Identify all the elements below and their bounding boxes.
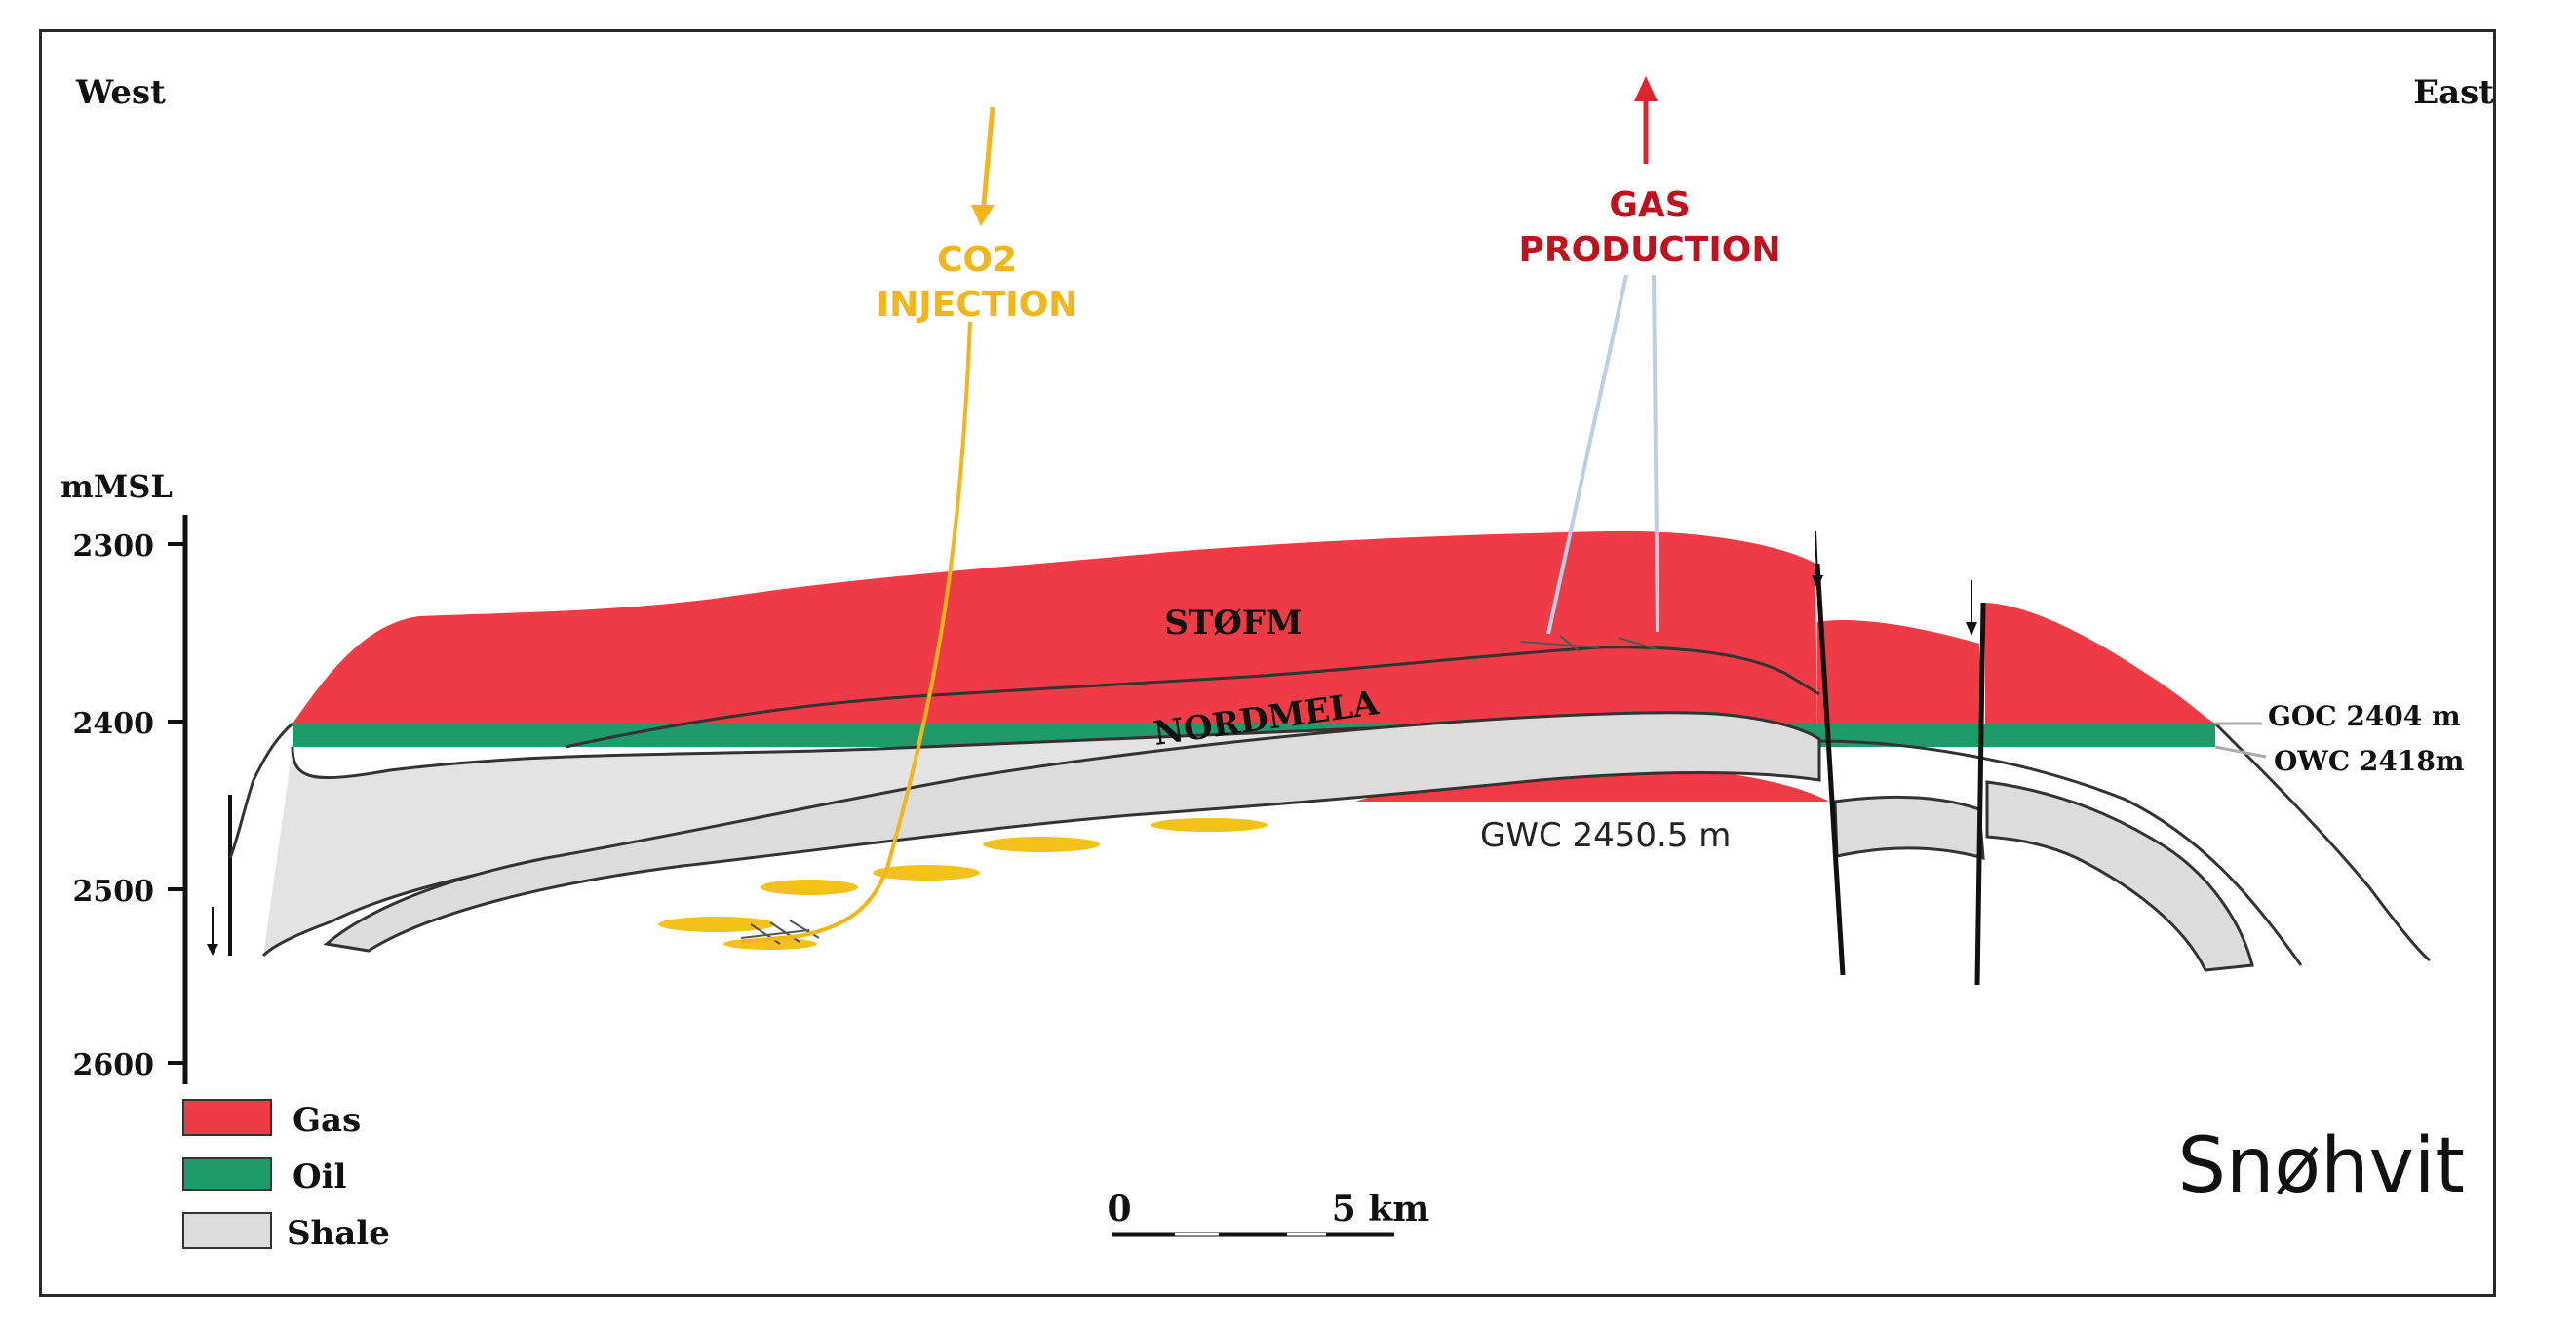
legend-label-shale: Shale — [287, 1214, 390, 1253]
owc-extension-line — [2214, 745, 2267, 759]
fault-1-arrow — [1815, 530, 1818, 578]
tick-label-2600: 2600 — [73, 1048, 155, 1082]
west-label: West — [75, 73, 166, 112]
formation-boundary-line — [565, 646, 1820, 749]
shale-band-middle — [1833, 795, 1985, 861]
co2-well-stem — [740, 321, 972, 944]
gas-production-label-line1: GAS — [1609, 185, 1690, 225]
scale-bar-start-label: 0 — [1107, 1189, 1131, 1230]
legend-swatch-gas — [182, 1099, 272, 1136]
tick-label-2500: 2500 — [73, 875, 155, 909]
production-well-stem-left — [1546, 274, 1628, 635]
fault-1-arrowhead — [1812, 575, 1823, 589]
west-fault-arrowhead — [207, 944, 218, 956]
co2-lens-3 — [873, 865, 980, 881]
legend: Gas Oil Shale — [182, 1099, 390, 1253]
legend-swatch-shale — [182, 1212, 272, 1249]
co2-injection-label-line2: INJECTION — [877, 285, 1078, 325]
axis-unit-label: mMSL — [60, 468, 173, 505]
co2-injection-label-line1: CO2 — [937, 240, 1017, 280]
scale-bar-end-label: 5 km — [1332, 1189, 1430, 1230]
legend-label-gas: Gas — [293, 1101, 361, 1140]
gas-production-label-line2: PRODUCTION — [1519, 230, 1781, 270]
gas-zone-lower-lens — [1355, 766, 1829, 802]
co2-perforations — [740, 920, 820, 945]
gas-zone-main — [293, 530, 1817, 741]
goc-label: GOC 2404 m — [2268, 700, 2461, 732]
co2-lens-4 — [983, 837, 1100, 852]
fault-line-1 — [1815, 563, 1846, 976]
fault-2-arrowhead — [1966, 622, 1977, 636]
tick-label-2300: 2300 — [73, 529, 155, 564]
shale-band-east — [1985, 780, 2254, 972]
co2-injection-well — [980, 106, 995, 215]
west-limb-line — [228, 722, 294, 859]
owc-label: OWC 2418m — [2274, 745, 2464, 777]
production-well-stem-right — [1652, 274, 1659, 633]
gas-zone-middle-block — [1817, 620, 1983, 741]
legend-swatch-oil — [182, 1157, 272, 1191]
upper-formation-label: STØFM — [1164, 604, 1302, 643]
gas-zone-east-block — [1985, 603, 2215, 741]
depth-axis-ticks — [168, 542, 185, 1065]
production-arrowhead — [1634, 76, 1658, 101]
co2-lens-1 — [658, 917, 775, 932]
field-name-title: Snøhvit — [2177, 1122, 2465, 1210]
tick-label-2400: 2400 — [73, 707, 155, 741]
east-label: East — [2413, 73, 2494, 112]
scale-bar: 0 5 km — [1107, 1189, 1430, 1237]
fault-line-2 — [1974, 602, 1986, 986]
production-perforations — [1520, 635, 1659, 652]
co2-lens-5 — [1151, 818, 1268, 832]
shale-band-main — [323, 711, 1821, 953]
co2-plume-lenses — [658, 818, 1268, 950]
legend-label-oil: Oil — [293, 1157, 347, 1196]
east-limb-line-1 — [1818, 739, 2303, 966]
co2-injection-arrowhead — [971, 205, 995, 226]
east-limb-line-2 — [2213, 722, 2431, 962]
co2-lens-2 — [761, 880, 858, 895]
gwc-label: GWC 2450.5 m — [1480, 816, 1731, 855]
